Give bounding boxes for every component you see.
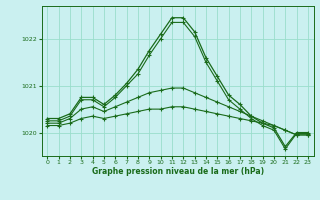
X-axis label: Graphe pression niveau de la mer (hPa): Graphe pression niveau de la mer (hPa) [92, 167, 264, 176]
